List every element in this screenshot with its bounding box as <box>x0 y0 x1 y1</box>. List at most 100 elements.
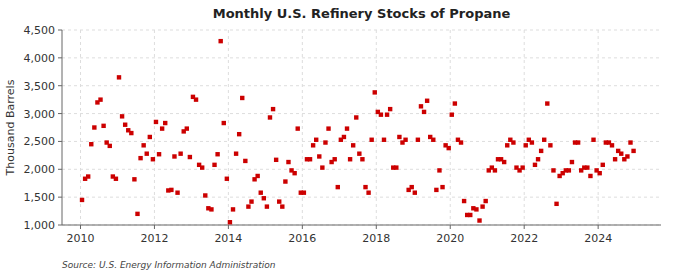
tick-mark <box>58 113 62 114</box>
point <box>194 97 198 101</box>
point <box>262 196 266 200</box>
point <box>157 152 161 156</box>
grid-line <box>154 30 155 225</box>
point <box>351 143 355 147</box>
point <box>314 138 318 142</box>
point <box>246 204 250 208</box>
grid-line <box>62 141 661 142</box>
tick-label: 2022 <box>510 232 538 245</box>
tick-mark <box>302 225 303 229</box>
grid-line <box>62 197 661 198</box>
point <box>231 207 235 211</box>
grid-line <box>62 113 661 114</box>
tick-label: 2016 <box>288 232 316 245</box>
point <box>363 185 367 189</box>
point <box>259 190 263 194</box>
point <box>108 144 112 148</box>
point <box>209 207 213 211</box>
tick-label: 1,500 <box>24 191 56 204</box>
point <box>225 177 229 181</box>
point <box>425 99 429 103</box>
grid-line <box>302 30 303 225</box>
annotation: Source: U.S. Energy Information Administ… <box>62 260 276 270</box>
grid <box>62 30 661 225</box>
y-axis-label: Thousand Barrels <box>4 79 17 176</box>
tick-mark <box>58 85 62 86</box>
point <box>545 101 549 105</box>
point <box>120 114 124 118</box>
point <box>129 131 133 135</box>
tick-label: 4,500 <box>24 24 56 37</box>
point <box>132 177 136 181</box>
tick-label: 2,000 <box>24 163 56 176</box>
point <box>520 165 524 169</box>
points <box>80 39 636 224</box>
point <box>459 140 463 144</box>
point <box>160 126 164 130</box>
point <box>388 107 392 111</box>
point <box>308 157 312 161</box>
x-axis-line <box>62 225 661 226</box>
point <box>323 140 327 144</box>
point <box>576 140 580 144</box>
point <box>530 140 534 144</box>
point <box>631 149 635 153</box>
point <box>369 138 373 142</box>
point <box>628 140 632 144</box>
point <box>218 39 222 43</box>
point <box>366 190 370 194</box>
point <box>413 190 417 194</box>
point <box>453 101 457 105</box>
point <box>511 140 515 144</box>
point <box>570 160 574 164</box>
point <box>447 146 451 150</box>
point <box>311 143 315 147</box>
axes: 1,0001,5002,0002,5003,0003,5004,0004,500… <box>24 24 662 245</box>
point <box>237 132 241 136</box>
point <box>175 190 179 194</box>
tick-mark <box>58 141 62 142</box>
tick-mark <box>598 225 599 229</box>
tick-mark <box>58 169 62 170</box>
point <box>234 151 238 155</box>
point <box>477 218 481 222</box>
point <box>212 163 216 167</box>
point <box>320 165 324 169</box>
point <box>255 174 259 178</box>
point <box>135 212 139 216</box>
point <box>277 199 281 203</box>
point <box>265 204 269 208</box>
point <box>410 185 414 189</box>
point <box>440 185 444 189</box>
point <box>274 158 278 162</box>
point <box>200 165 204 169</box>
point <box>80 198 84 202</box>
point <box>138 156 142 160</box>
point <box>89 142 93 146</box>
point <box>480 204 484 208</box>
point <box>588 174 592 178</box>
point <box>317 154 321 158</box>
grid-line <box>524 30 525 225</box>
chart: Monthly U.S. Refinery Stocks of Propane1… <box>0 0 675 275</box>
tick-label: 2,500 <box>24 135 56 148</box>
point <box>403 138 407 142</box>
point <box>169 188 173 192</box>
tick-label: 1,000 <box>24 219 56 232</box>
tick-mark <box>524 225 525 229</box>
point <box>394 165 398 169</box>
point <box>357 151 361 155</box>
point <box>437 168 441 172</box>
point <box>163 121 167 125</box>
y-axis-line <box>62 30 63 225</box>
grid-line <box>80 30 81 225</box>
point <box>360 157 364 161</box>
point <box>302 190 306 194</box>
point <box>610 143 614 147</box>
tick-label: 3,500 <box>24 80 56 93</box>
point <box>332 157 336 161</box>
tick-mark <box>58 30 62 31</box>
point <box>625 154 629 158</box>
point <box>419 104 423 108</box>
point <box>292 171 296 175</box>
